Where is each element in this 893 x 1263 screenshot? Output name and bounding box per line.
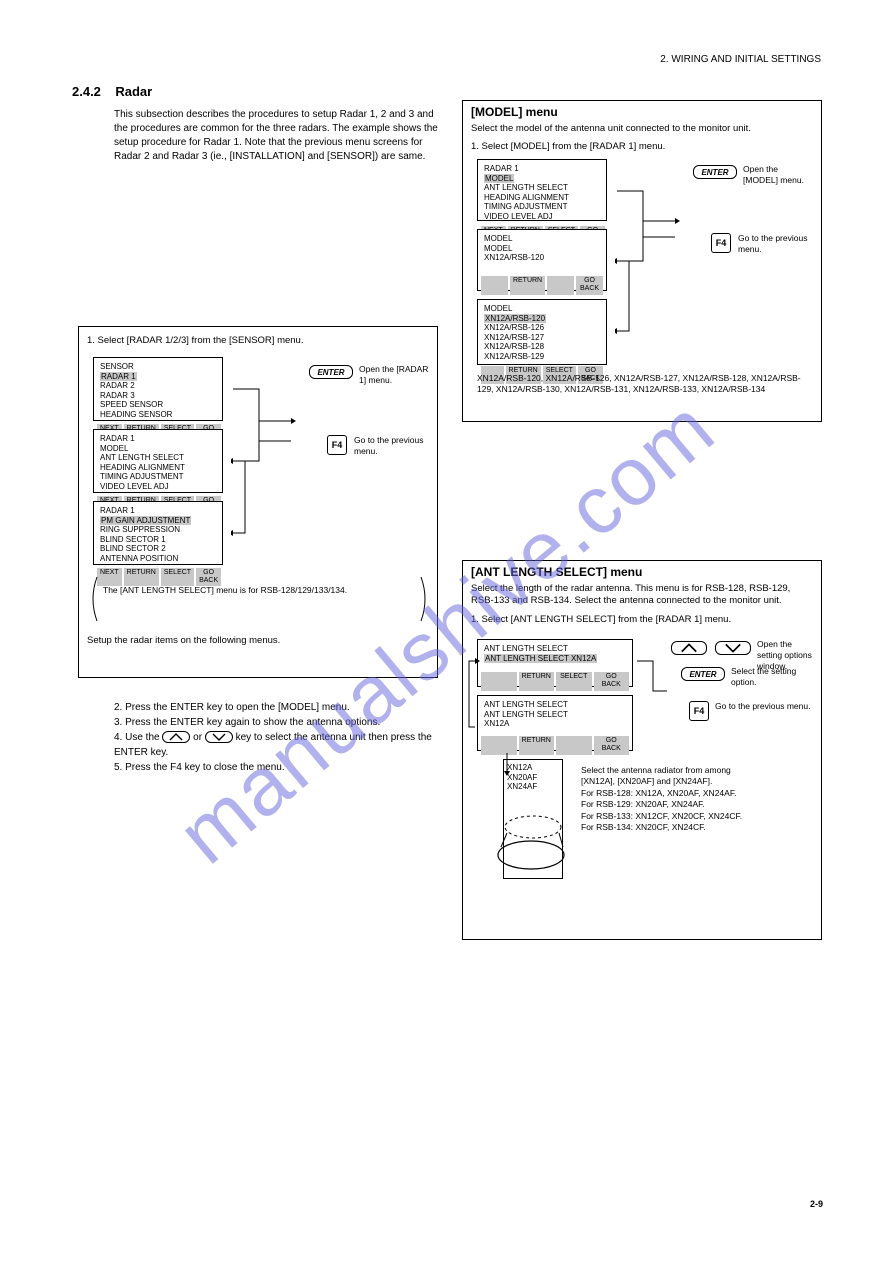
radar-lcd-3: RADAR 1 PM GAIN ADJUSTMENT RING SUPPRESS… xyxy=(93,501,223,565)
instr-enter: Open the [MODEL] menu. xyxy=(743,164,813,186)
radar-next-text: Setup the radar items on the following m… xyxy=(87,635,429,647)
antlen-body1: Select the length of the radar antenna. … xyxy=(471,583,813,608)
instr-enter-antlen: Select the setting option. xyxy=(731,666,815,688)
down-button[interactable] xyxy=(715,641,751,655)
section-model-menu: [MODEL] menu Select the model of the ant… xyxy=(462,100,822,422)
intro-paragraph: This subsection describes the procedures… xyxy=(114,108,444,164)
section-radar-box: 1. Select [RADAR 1/2/3] from the [SENSOR… xyxy=(78,326,438,678)
section-heading: 2.4.2 Radar xyxy=(72,84,152,99)
model-lcd-3: MODEL XN12A/RSB-120 XN12A/RSB-126 XN12A/… xyxy=(477,299,607,365)
antlen-body2: Select the antenna radiator from among [… xyxy=(581,765,811,834)
connector-arrows-a xyxy=(615,159,695,369)
f4-button[interactable]: F4 xyxy=(711,233,731,253)
section-antlen: [ANT LENGTH SELECT] menu Select the leng… xyxy=(462,560,822,940)
f4-button[interactable]: F4 xyxy=(689,701,709,721)
magnifier-icon xyxy=(493,805,579,885)
connector-arrows-b xyxy=(231,357,311,567)
model-menu-body: Select the model of the antenna unit con… xyxy=(471,123,813,135)
instr-f4-antlen: Go to the previous menu. xyxy=(715,701,815,712)
bracket-note: The [ANT LENGTH SELECT] menu is for RSB-… xyxy=(103,585,419,596)
radar-lcd-1: SENSOR RADAR 1 RADAR 2 RADAR 3 SPEED SEN… xyxy=(93,357,223,421)
instr-f4: Go to the previous menu. xyxy=(738,233,818,255)
enter-button[interactable]: ENTER xyxy=(681,667,725,681)
page-footer: 2-9 xyxy=(70,1199,823,1209)
model-menu-step1: 1. Select [MODEL] from the [RADAR 1] men… xyxy=(471,141,813,153)
model-options-note: XN12A/RSB-120, XN12A/RSB-126, XN12A/RSB-… xyxy=(477,373,807,395)
page-header: 2. WIRING AND INITIAL SETTINGS xyxy=(660,54,821,65)
footer-right: 2-9 xyxy=(810,1199,823,1209)
f4-button[interactable]: F4 xyxy=(327,435,347,455)
radar-step1: 1. Select [RADAR 1/2/3] from the [SENSOR… xyxy=(87,335,429,347)
antlen-step1: 1. Select [ANT LENGTH SELECT] from the [… xyxy=(471,614,813,626)
enter-button[interactable]: ENTER xyxy=(309,365,353,379)
instr-f4-radar: Go to the previous menu. xyxy=(354,435,432,457)
radar-lcd-2: RADAR 1 MODEL ANT LENGTH SELECT HEADING … xyxy=(93,429,223,493)
up-button[interactable] xyxy=(671,641,707,655)
antlen-title: [ANT LENGTH SELECT] menu xyxy=(471,565,813,579)
up-button-inline[interactable] xyxy=(162,731,190,743)
model-lcd-2: MODEL MODEL XN12A/RSB-120 RETURN GO BACK xyxy=(477,229,607,291)
model-steps: 2. Press the ENTER key to open the [MODE… xyxy=(114,700,444,775)
enter-button[interactable]: ENTER xyxy=(693,165,737,179)
down-button-inline[interactable] xyxy=(205,731,233,743)
model-menu-title: [MODEL] menu xyxy=(471,105,813,119)
model-lcd-1: RADAR 1 MODEL ANT LENGTH SELECT HEADING … xyxy=(477,159,607,221)
bracket xyxy=(89,575,429,623)
instr-enter-radar: Open the [RADAR 1] menu. xyxy=(359,364,431,386)
